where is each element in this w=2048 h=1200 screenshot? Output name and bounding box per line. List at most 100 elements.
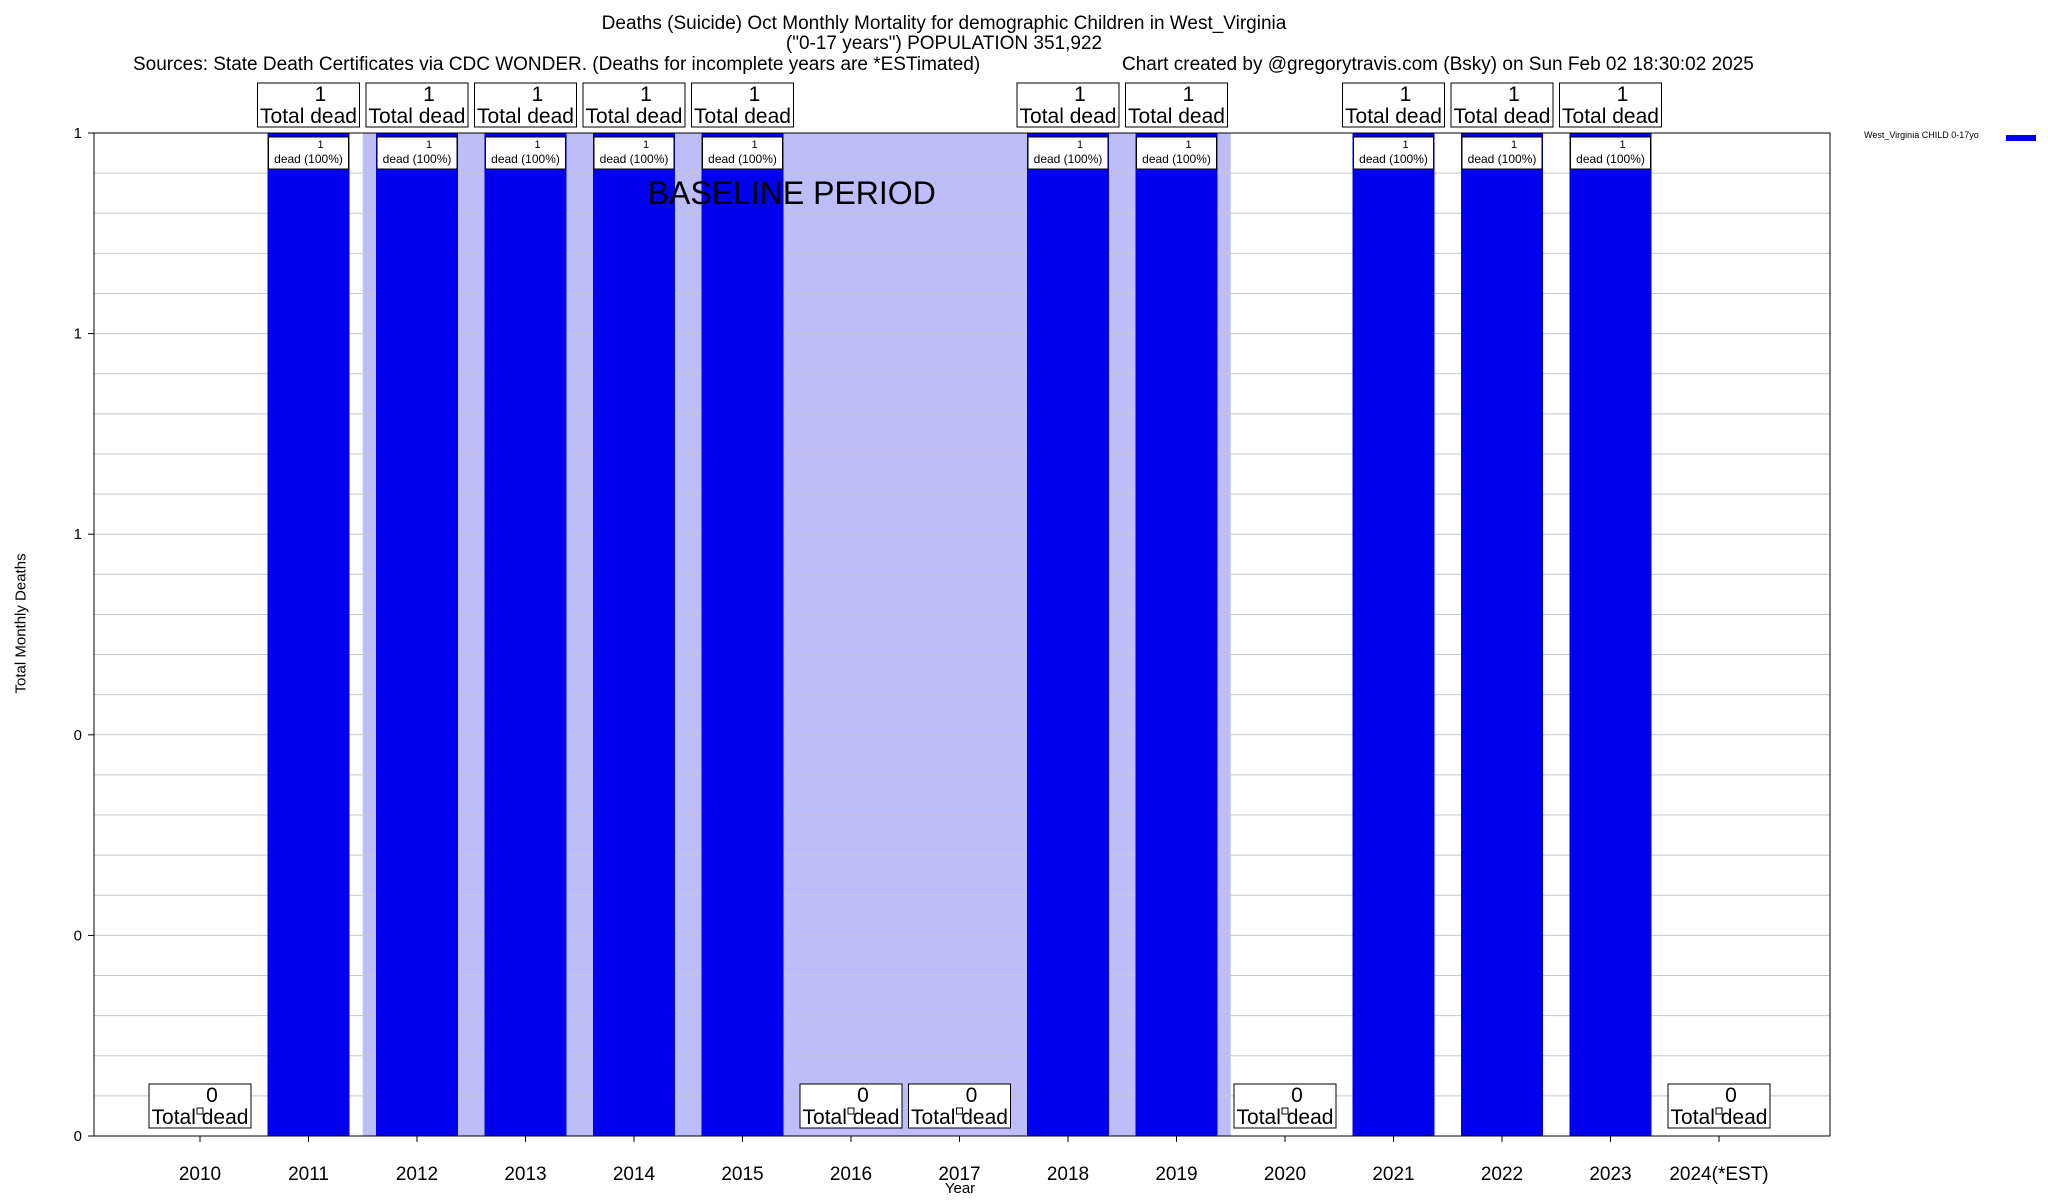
x-tick-label: 2010: [179, 1164, 221, 1185]
x-tick-label: 2023: [1589, 1164, 1631, 1185]
bar-label-box: [1461, 136, 1543, 170]
y-tick-label: 1: [74, 125, 82, 142]
bar-label-value: 1: [426, 139, 432, 151]
y-tick-label: 1: [74, 326, 82, 343]
x-tick-label: 2020: [1264, 1164, 1306, 1185]
total-label: Total dead: [1345, 105, 1442, 128]
bar-label-value: 1: [1511, 139, 1517, 151]
total-box: [1450, 82, 1554, 128]
total-box: [908, 1083, 1011, 1129]
bar: [376, 133, 458, 1136]
y-axis-label: Total Monthly Deaths: [12, 553, 30, 694]
total-label: Total dead: [477, 105, 574, 128]
bar-label-box: [1136, 136, 1217, 170]
total-label: Total dead: [1237, 1106, 1334, 1129]
total-label: Total dead: [803, 1106, 900, 1129]
total-label: Total dead: [1020, 105, 1117, 128]
bar-label-box: [268, 136, 349, 170]
total-value: 1: [1508, 83, 1520, 106]
total-box: [365, 82, 469, 128]
bar-label-text: dead (100%): [1142, 152, 1211, 166]
total-value: 1: [1074, 83, 1086, 106]
x-tick-label: 2014: [613, 1164, 656, 1185]
total-value: 1: [749, 83, 761, 106]
total-box: [148, 1083, 252, 1129]
total-box: [1125, 82, 1228, 128]
total-label: Total dead: [1671, 1106, 1768, 1129]
total-box: [799, 1083, 903, 1129]
total-label: Total dead: [369, 105, 466, 128]
y-tick-label: 1: [74, 526, 82, 543]
bar-label-text: dead (100%): [1359, 152, 1428, 166]
bar-label-value: 1: [751, 139, 757, 151]
total-box: [582, 82, 686, 128]
chart-sources: Sources: State Death Certificates via CD…: [133, 54, 981, 75]
total-value: 1: [423, 83, 435, 106]
total-box: [1233, 1083, 1337, 1129]
bar-label-box: [1353, 136, 1434, 170]
bar: [1569, 133, 1652, 1136]
bar-label-box: [1027, 136, 1109, 170]
bar: [1135, 133, 1218, 1136]
y-tick-label: 0: [74, 1128, 82, 1145]
x-tick-label: 2022: [1481, 1164, 1523, 1185]
chart-credit: Chart created by @gregorytravis.com (Bsk…: [1122, 54, 1754, 75]
x-tick-label: 2011: [288, 1164, 329, 1185]
bar-label-value: 1: [643, 139, 649, 151]
bar: [1352, 133, 1435, 1136]
bar-label-value: 1: [534, 139, 540, 151]
bar-label-text: dead (100%): [1576, 152, 1645, 166]
x-tick-label: 2012: [396, 1164, 438, 1185]
total-label: Total dead: [694, 105, 791, 128]
bar: [267, 133, 350, 1136]
x-axis-label: Year: [944, 1180, 976, 1197]
bar-label-box: [485, 136, 566, 170]
total-label: Total dead: [1128, 105, 1225, 128]
chart-subtitle: ("0-17 years") POPULATION 351,922: [785, 33, 1103, 54]
chart-title: Deaths (Suicide) Oct Monthly Mortality f…: [601, 13, 1287, 34]
bar-label-text: dead (100%): [1034, 152, 1103, 166]
x-tick-label: 2018: [1047, 1164, 1089, 1185]
total-value: 1: [1400, 83, 1412, 106]
zero-marker: [1715, 1107, 1723, 1115]
bar-label-value: 1: [1077, 139, 1083, 151]
total-label: Total dead: [152, 1106, 249, 1129]
bar-label-box: [376, 136, 458, 170]
bar: [593, 133, 675, 1136]
bar-label-value: 1: [1185, 139, 1191, 151]
total-box: [1342, 82, 1445, 128]
x-tick-label: 2019: [1155, 1164, 1197, 1185]
bar-label-box: [702, 136, 783, 170]
x-tick-label: 2021: [1372, 1164, 1414, 1185]
bar: [701, 133, 784, 1136]
x-tick-label: 2024(*EST): [1669, 1164, 1768, 1185]
bar-label-text: dead (100%): [383, 152, 452, 166]
y-tick-label: 0: [74, 927, 82, 944]
bar: [1027, 133, 1109, 1136]
x-tick-label: 2016: [830, 1164, 872, 1185]
plot-frame: [93, 132, 1831, 1137]
total-label: Total dead: [911, 1106, 1008, 1129]
zero-marker: [196, 1107, 204, 1115]
bar-label-text: dead (100%): [600, 152, 669, 166]
total-value: 1: [640, 83, 652, 106]
zero-marker: [1281, 1107, 1289, 1115]
bar-label-value: 1: [317, 139, 323, 151]
total-value: 1: [1183, 83, 1195, 106]
total-value: 1: [532, 83, 544, 106]
total-box: [1016, 82, 1120, 128]
bar-label-box: [1570, 136, 1651, 170]
y-tick-label: 0: [74, 727, 82, 744]
x-tick-label: 2017: [938, 1164, 980, 1185]
bar-label-box: [593, 136, 675, 170]
total-label: Total dead: [260, 105, 357, 128]
total-label: Total dead: [586, 105, 683, 128]
bar-label-text: dead (100%): [1468, 152, 1537, 166]
total-value: 0: [206, 1084, 218, 1107]
baseline-period-label: BASELINE PERIOD: [648, 175, 936, 211]
legend-entry-label: West_Virginia CHILD 0-17yo: [1864, 130, 1979, 140]
x-tick-label: 2013: [504, 1164, 546, 1185]
total-value: 0: [1291, 1084, 1303, 1107]
legend-swatch: [2006, 135, 2036, 141]
